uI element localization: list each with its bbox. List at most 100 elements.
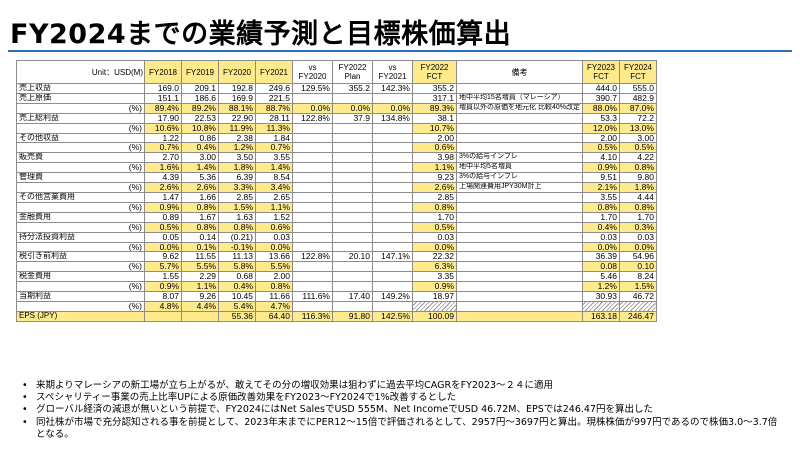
note-cell: [456, 83, 583, 94]
value-cell: 129.5%: [292, 83, 333, 94]
note-item: グローバル経済の減退が無いという前提で、FY2024にはNet SalesでUS…: [22, 404, 782, 416]
value-cell: [292, 92, 333, 104]
row-label: 税金費用: [16, 271, 145, 283]
value-cell: [332, 172, 373, 184]
ratio-row: (%) 0.9% 1.1% 0.4% 0.8% 0.9% 1.2% 1.5%: [16, 281, 657, 293]
row-label: (%): [16, 142, 145, 154]
value-cell: 0.68: [218, 271, 256, 283]
value-cell: 8.24: [618, 271, 657, 283]
value-cell: 1.70: [581, 211, 620, 223]
value-cell: 0.4%: [181, 142, 219, 154]
value-cell: 11.55: [181, 251, 219, 263]
value-cell: 3.3%: [218, 182, 256, 193]
value-cell: 163.18: [581, 310, 620, 322]
value-cell: 38.1: [412, 112, 457, 124]
value-cell: [332, 271, 373, 283]
value-cell: [372, 201, 413, 213]
value-cell: [292, 261, 333, 273]
value-cell: 134.8%: [372, 112, 413, 124]
value-cell: 0.5%: [144, 221, 182, 233]
value-cell: [144, 310, 182, 322]
header-fy2018: FY2018: [144, 60, 182, 84]
value-cell: 3.50: [218, 152, 256, 164]
value-cell: 186.6: [181, 92, 219, 104]
row-label: (%): [16, 300, 145, 312]
value-cell: 169.0: [144, 83, 182, 94]
unit-label: Unit：USD(M): [16, 60, 145, 84]
value-cell: [332, 221, 373, 233]
value-cell: 0.9%: [581, 162, 620, 174]
note-cell: [456, 191, 583, 203]
value-cell: 5.5%: [255, 261, 293, 273]
value-cell: 142.5%: [372, 310, 413, 322]
value-cell: [292, 152, 333, 164]
value-cell: [372, 231, 413, 243]
value-cell: 9.26: [181, 291, 219, 302]
value-cell: [332, 281, 373, 293]
value-cell: [332, 201, 373, 213]
value-cell: 87.0%: [618, 102, 657, 114]
note-cell: [456, 231, 583, 243]
value-cell: [292, 231, 333, 243]
value-cell: 1.5%: [218, 201, 256, 213]
value-cell: 2.85: [218, 191, 256, 203]
table-row: 当期利益 8.07 9.26 10.45 11.66 111.6% 17.40 149.2% 1…: [16, 291, 657, 302]
value-cell: 17.40: [332, 291, 373, 302]
value-cell: 0.9%: [144, 281, 182, 293]
value-cell: [292, 271, 333, 283]
note-cell: [456, 271, 583, 283]
value-cell: 1.70: [618, 211, 657, 223]
header-vs-fy2021: vs FY2021: [372, 60, 413, 84]
value-cell: [332, 241, 373, 253]
value-cell: 249.6: [255, 83, 293, 94]
value-cell: [372, 211, 413, 223]
note-cell: [456, 291, 583, 302]
value-cell: [292, 191, 333, 203]
value-cell: 37.9: [332, 112, 373, 124]
value-cell: 0.10: [618, 261, 657, 273]
row-label: (%): [16, 221, 145, 233]
row-label: 管理費: [16, 172, 145, 184]
note-cell: 3%の給与インフレ: [456, 152, 583, 164]
value-cell: [332, 182, 373, 193]
value-cell: 89.2%: [181, 102, 219, 114]
value-cell: 1.55: [144, 271, 182, 283]
value-cell: [292, 122, 333, 134]
value-cell: 3.55: [255, 152, 293, 164]
table-row: 管理費 4.39 5.36 6.39 8.54 9.23 3%の給与インフレ 9.51 9.80: [16, 172, 657, 184]
row-label: 売上原価: [16, 92, 145, 104]
value-cell: 22.90: [218, 112, 256, 124]
value-cell: 30.93: [581, 291, 620, 302]
value-cell: [581, 300, 620, 312]
value-cell: 1.4%: [181, 162, 219, 174]
value-cell: [292, 281, 333, 293]
value-cell: 55.36: [218, 310, 256, 322]
value-cell: [332, 231, 373, 243]
ratio-row: (%) 1.6% 1.4% 1.8% 1.4% 1.1% 地中平均5名増員 0.9% 0.8%: [16, 162, 657, 174]
value-cell: 0.4%: [218, 281, 256, 293]
row-label: その他営業費用: [16, 191, 145, 203]
value-cell: 3.35: [412, 271, 457, 283]
value-cell: 2.6%: [412, 182, 457, 193]
value-cell: [372, 300, 413, 312]
value-cell: 36.39: [581, 251, 620, 263]
value-cell: 0.03: [412, 231, 457, 243]
value-cell: 22.53: [181, 112, 219, 124]
note-cell: [456, 132, 583, 144]
header-fy2019: FY2019: [181, 60, 219, 84]
note-cell: [456, 122, 583, 134]
value-cell: 0.14: [181, 231, 219, 243]
value-cell: [332, 152, 373, 164]
note-cell: 増員以外の原価を地元化 比較40%改定: [456, 102, 583, 114]
value-cell: 0.03: [618, 231, 657, 243]
row-label: その他収益: [16, 132, 145, 144]
value-cell: 0.0%: [618, 241, 657, 253]
value-cell: 9.80: [618, 172, 657, 184]
value-cell: 1.1%: [412, 162, 457, 174]
value-cell: 209.1: [181, 83, 219, 94]
value-cell: 0.8%: [412, 201, 457, 213]
value-cell: [372, 132, 413, 144]
value-cell: [372, 271, 413, 283]
value-cell: 1.66: [181, 191, 219, 203]
value-cell: 0.03: [581, 231, 620, 243]
